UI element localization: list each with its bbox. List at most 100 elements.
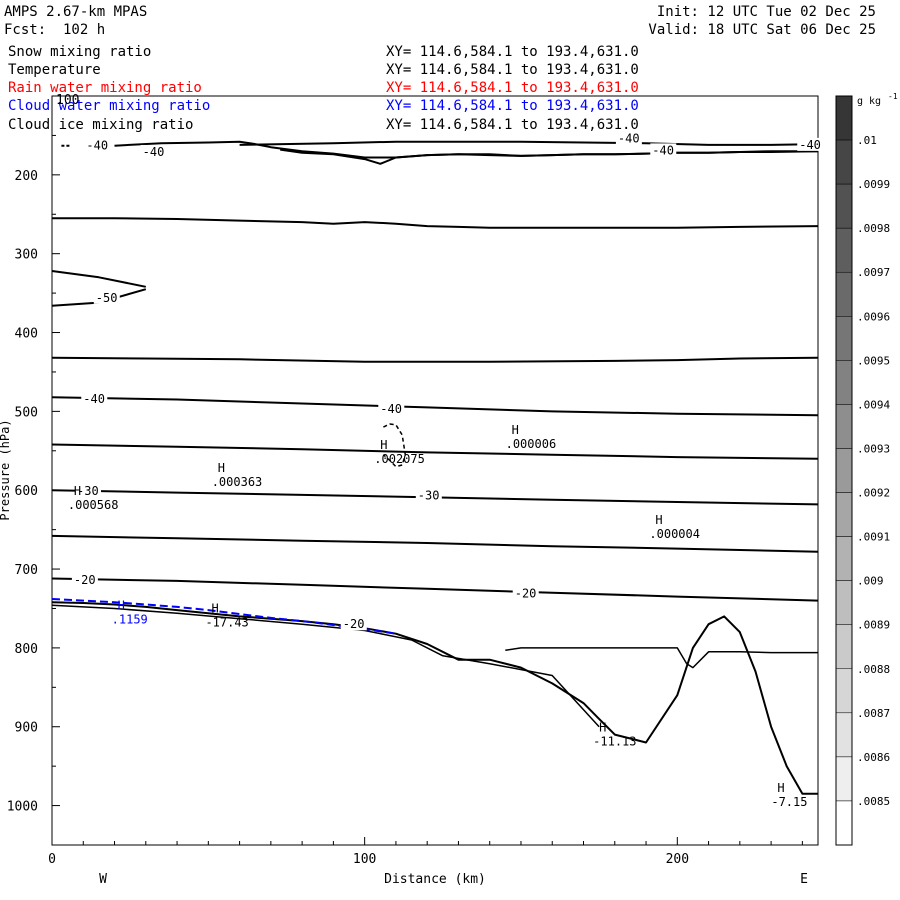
x-axis-label: Distance (km) [384,872,486,887]
contour-label: -50 [96,291,118,305]
isotherm-line [51,396,819,417]
terrain-upper-line [51,601,818,795]
extremum-value: -7.15 [771,795,807,809]
y-tick-label: 400 [15,327,38,342]
colorbar-swatch [835,536,853,581]
colorbar-swatch [835,800,853,846]
terrain-layer [51,423,818,795]
y-top-tick-label: 100 [56,93,79,108]
contour-label-bg [512,586,539,600]
contour-label: -40 [83,392,105,406]
contour-label: -40 [652,143,674,157]
extremum-value: -17.43 [205,615,248,629]
colorbar-swatch [835,580,853,625]
extremum-marker: H [655,513,662,527]
contour-label-layer: -40 -40 -40 -40 -40 -50 -40 -40 -30 -30 -20 -20 -20 [71,131,824,631]
contour-label-bg [378,402,405,416]
y-axis-label: Pressure (hPa) [0,419,12,520]
field-xy-temperature: XY= 114.6,584.1 to 193.4,631.0 [386,62,639,78]
contour-label: -20 [74,573,96,587]
contour-label: -40 [380,402,402,416]
colorbar-swatch [835,756,853,802]
colorbar-level-label: .0091 [857,531,890,544]
contour-label-bg [84,138,111,152]
contour-label-bg [75,483,102,497]
west-label: W [99,872,107,887]
field-name-snow: Snow mixing ratio [8,44,152,60]
forecast-hour: Fcst: 102 h [4,22,106,38]
colorbar-level-label: .0095 [857,354,890,367]
colorbar-level-label: .009 [857,575,884,588]
colorbar-level-label: .0098 [857,222,890,235]
extremum-marker: H [599,720,606,734]
colorbar-swatch [835,316,853,361]
extremum-marker: H [218,461,225,475]
x-tick-label: 100 [353,852,376,867]
x-tick-label: 0 [48,852,56,867]
extrema-layer: H.000568H.000363H.002075H.000006H.000004… [68,423,808,809]
contour-label-bg [797,137,824,151]
extremum-value: .000363 [212,475,263,489]
y-tick-label: 300 [15,248,38,263]
colorbar-swatch [835,95,853,141]
colorbar-level-label: .0087 [857,707,890,720]
colorbar-swatch [835,183,853,229]
contour-label-bg [615,131,642,145]
axis-ticks-layer: 0 100 200 200 300 400 500 600 700 800 900 1000 [7,134,803,867]
colorbar-unit: g kg [857,96,881,107]
isotherm-line [51,577,819,602]
extremum-marker: H [211,601,218,615]
colorbar-unit-exponent: -1 [888,92,898,101]
colorbar-swatch [835,712,853,758]
cloud-ice-dashed-line [382,423,407,468]
isotherm-line [51,356,819,363]
y-tick-label: 500 [15,405,38,420]
isotherm-line [114,140,818,159]
contour-label: -40 [799,138,821,152]
extremum-marker: H [512,423,519,437]
field-xy-rain: XY= 114.6,584.1 to 193.4,631.0 [386,80,639,96]
contour-label: -30 [418,489,440,503]
valid-time: Valid: 18 UTC Sat 06 Dec 25 [648,22,876,38]
isotherm-line [51,443,819,460]
isotherm-line [52,217,819,229]
colorbar-swatch [835,139,853,185]
extremum-value: .000006 [506,437,557,451]
isotherm-line [51,534,819,553]
isotherm-line [239,140,819,146]
y-tick-label: 700 [15,563,38,578]
terrain-lower-line [51,604,600,728]
contour-label-bg [650,143,677,157]
colorbar-level-label: .0093 [857,442,890,455]
colorbar-level-label: .0096 [857,310,890,323]
field-name-cloud-water: Cloud water mixing ratio [8,98,211,114]
field-xy-cloud-ice: XY= 114.6,584.1 to 193.4,631.0 [386,117,639,133]
y-tick-label: 200 [15,169,38,184]
contour-label-bg [71,573,98,587]
colorbar-frame [835,95,853,846]
colorbar-swatch [835,227,853,273]
isotherm-line [51,270,146,288]
extremum-marker: H [380,438,387,452]
contour-label-bg [93,290,120,304]
plot-frame [51,95,819,846]
y-tick-label: 1000 [7,800,38,815]
y-tick-label: 800 [15,642,38,657]
field-name-temperature: Temperature [8,62,101,78]
contour-label: -20 [515,586,537,600]
colorbar-swatch [835,668,853,714]
y-tick-label: 900 [15,721,38,736]
extremum-value: .1159 [112,612,148,626]
field-xy-snow: XY= 114.6,584.1 to 193.4,631.0 [386,44,639,60]
plot-frame-group [51,95,819,846]
y-tick-label: 600 [15,484,38,499]
contour-label: -40 [86,139,108,153]
colorbar-swatch [835,271,853,317]
contour-label: -40 [143,145,165,159]
colorbar-level-label: .0089 [857,619,890,632]
colorbar-level-label: .01 [857,134,877,147]
field-name-rain: Rain water mixing ratio [8,80,202,96]
contour-label-bg [415,488,442,502]
colorbar-level-label: .0092 [857,487,890,500]
snow-contour-line [505,647,818,669]
